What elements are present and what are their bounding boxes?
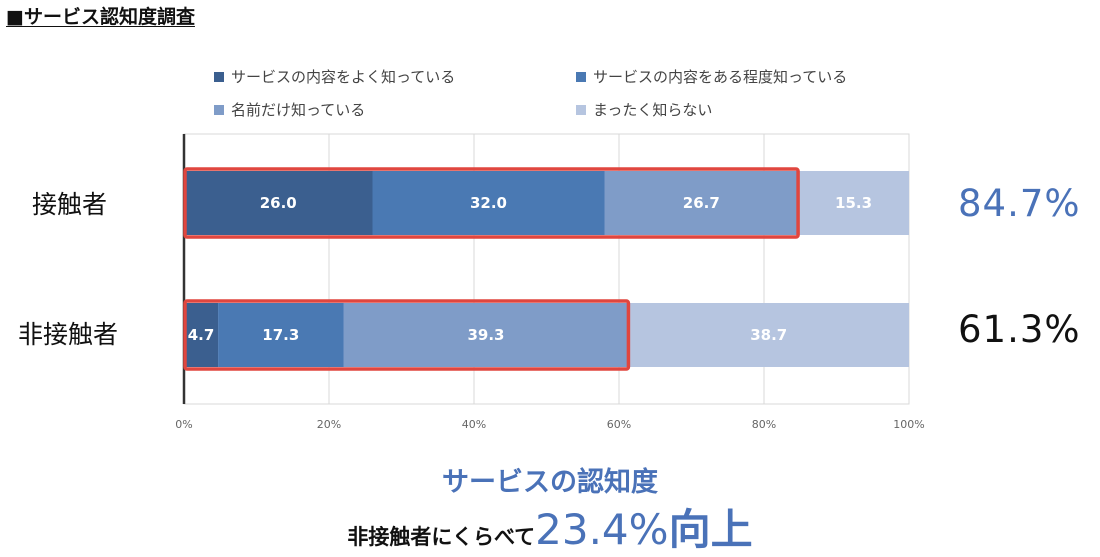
- legend-swatch: [214, 104, 224, 115]
- x-tick-label: 0%: [175, 418, 192, 431]
- highlight-box: [183, 299, 631, 371]
- summary-prefix: 非接触者にくらべて: [347, 525, 536, 549]
- legend-swatch: [214, 71, 224, 82]
- x-tick-label: 60%: [607, 418, 631, 431]
- chart-legend: サービスの内容をよく知っている サービスの内容をある程度知っている 名前だけ知っ…: [214, 62, 934, 126]
- category-label-contacted: 接触者: [32, 190, 108, 219]
- bar-segment: [343, 303, 629, 367]
- legend-label: サービスの内容をある程度知っている: [593, 68, 848, 86]
- legend-label: まったく知らない: [593, 101, 713, 119]
- legend-swatch: [576, 71, 586, 82]
- bar-segment: [604, 171, 799, 235]
- summary-title: サービスの認知度: [442, 467, 658, 498]
- category-label-not-contacted: 非接触者: [18, 320, 119, 349]
- bar-data-label: 39.3: [467, 326, 504, 344]
- total-percent-not-contacted: 61.3%: [958, 308, 1081, 351]
- bar-segment: [184, 303, 219, 367]
- summary-value: 23.4%: [535, 505, 669, 554]
- x-tick-label: 80%: [752, 418, 776, 431]
- bar-segment: [184, 171, 373, 235]
- x-tick-label: 40%: [462, 418, 486, 431]
- x-tick-label: 20%: [317, 418, 341, 431]
- legend-label: 名前だけ知っている: [231, 101, 366, 119]
- x-tick-label: 100%: [893, 418, 924, 431]
- legend-item-name-only: 名前だけ知っている: [214, 99, 365, 120]
- bar-data-label: 38.7: [750, 326, 787, 344]
- bar-segment: [372, 171, 605, 235]
- bar-segment: [798, 171, 909, 235]
- legend-item-somewhat-known: サービスの内容をある程度知っている: [576, 66, 847, 87]
- legend-item-well-known: サービスの内容をよく知っている: [214, 66, 455, 87]
- legend-label: サービスの内容をよく知っている: [231, 68, 456, 86]
- total-percent-contacted: 84.7%: [958, 182, 1081, 225]
- page-title: ■サービス認知度調査: [6, 6, 195, 28]
- summary-line: 非接触者にくらべて23.4%向上: [0, 496, 1100, 557]
- summary-suffix: 向上: [668, 505, 753, 554]
- highlight-box: [183, 167, 800, 239]
- bar-data-label: 32.0: [470, 194, 507, 212]
- bar-data-label: 17.3: [262, 326, 299, 344]
- legend-swatch: [576, 104, 586, 115]
- bar-segment: [218, 303, 344, 367]
- bar-data-label: 26.0: [260, 194, 297, 212]
- bar-data-label: 26.7: [683, 194, 720, 212]
- bar-data-label: 4.7: [188, 326, 215, 344]
- stacked-bar-chart: 0% 20% 40% 60% 80% 100% 26.0 32.0 26.7 15.3 4.7 17.…: [175, 133, 925, 431]
- legend-item-not-known: まったく知らない: [576, 99, 712, 120]
- bar-data-label: 15.3: [835, 194, 872, 212]
- bar-segment: [628, 303, 909, 367]
